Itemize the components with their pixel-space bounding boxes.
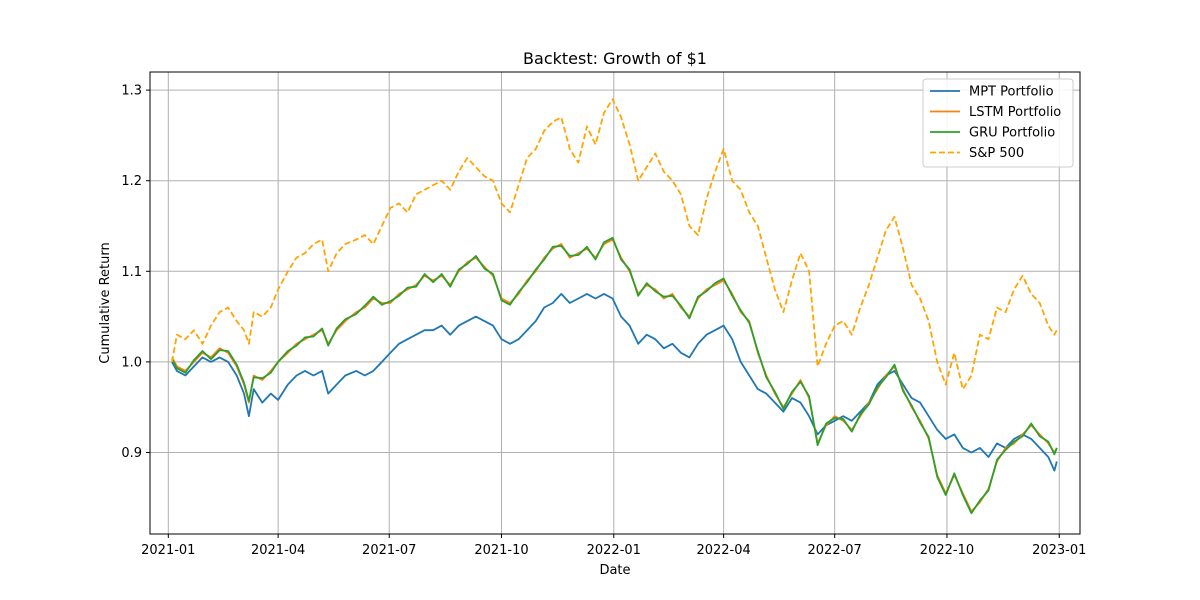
series-lines <box>171 98 1058 515</box>
x-tick-label: 2022-07 <box>808 543 862 558</box>
series-line-3 <box>171 98 1058 391</box>
x-tick-label: 2021-10 <box>474 543 528 558</box>
legend: MPT Portfolio LSTM Portfolio GRU Portfolio… <box>922 78 1074 168</box>
x-tick-label: 2022-10 <box>920 543 974 558</box>
legend-label: MPT Portfolio <box>969 85 1054 100</box>
x-axis-ticks: 2021-01 2021-04 2021-07 2021-10 2022-01 2022-… <box>141 534 1086 558</box>
y-tick-label: 1.0 <box>121 355 142 370</box>
x-axis-label: Date <box>599 563 630 578</box>
x-tick-label: 2022-01 <box>587 543 641 558</box>
x-tick-label: 2023-01 <box>1032 543 1086 558</box>
legend-label: LSTM Portfolio <box>969 105 1061 120</box>
y-tick-label: 1.1 <box>121 265 142 280</box>
y-tick-label: 1.3 <box>121 84 142 99</box>
y-tick-label: 0.9 <box>121 446 142 461</box>
x-tick-label: 2021-01 <box>141 543 195 558</box>
legend-label: S&P 500 <box>969 146 1024 161</box>
x-tick-label: 2022-04 <box>696 543 750 558</box>
y-tick-label: 1.2 <box>121 174 142 189</box>
series-line-0 <box>171 292 1058 472</box>
x-tick-label: 2021-04 <box>251 543 305 558</box>
legend-box <box>922 78 1074 168</box>
x-tick-label: 2021-07 <box>362 543 416 558</box>
series-line-2 <box>171 236 1058 515</box>
legend-label: GRU Portfolio <box>969 126 1055 141</box>
y-axis-label: Cumulative Return <box>98 242 113 363</box>
chart-title: Backtest: Growth of $1 <box>523 49 707 68</box>
y-axis-ticks: 0.9 1.0 1.1 1.2 1.3 <box>121 84 150 461</box>
plot-frame <box>149 71 1081 535</box>
